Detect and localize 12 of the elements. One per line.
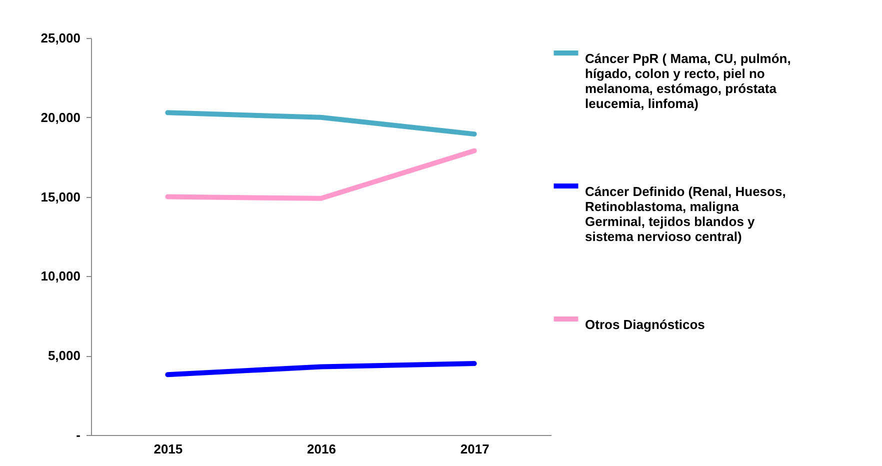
x-tick-label: 2017 — [460, 442, 490, 456]
x-tick-label: 2015 — [154, 442, 183, 456]
legend-label: Cáncer PpR ( Mama, CU, pulmón, hígado, colon y recto, piel no melanoma, estómago, próstata leucemia, linfoma) — [585, 51, 791, 111]
y-tick-label: - — [76, 428, 80, 442]
y-tick-label: 25,000 — [40, 30, 80, 46]
legend-label: Cáncer Definido (Renal, Huesos, Retinoblastoma, maligna Germinal, tejidos blandos y sistema nervioso central) — [585, 184, 786, 244]
y-tick-label: 5,000 — [48, 348, 80, 364]
y-tick-label: 20,000 — [40, 110, 80, 125]
legend-label: Otros Diagnósticos — [585, 317, 705, 332]
y-tick-label: 15,000 — [40, 189, 80, 204]
y-tick-label: 10,000 — [40, 268, 80, 284]
x-tick-label: 2016 — [307, 442, 336, 456]
